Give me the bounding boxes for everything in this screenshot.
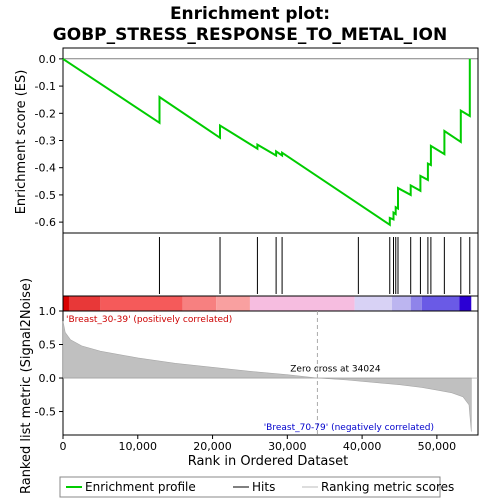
heatbar-segment [249,296,355,311]
hits-frame [62,232,479,297]
heatbar-segment [182,296,217,311]
x-tick-label: 30,000 [268,440,307,453]
metric-ytick-label: 0.0 [39,372,57,385]
es-ytick-label: -0.5 [35,189,56,202]
legend-label: Ranking metric scores [321,480,454,494]
es-curve [62,58,471,227]
rank-heatbar [62,295,479,312]
x-tick-label: 0 [60,440,67,453]
metric-y-axis-label: Ranked list metric (Signal2Noise) [19,278,34,494]
x-tick-label: 50,000 [418,440,457,453]
heatbar-segment [100,296,183,311]
chart-legend: Enrichment profile Hits Ranking metric sco… [59,476,454,498]
positive-label: 'Breast_30-39' (positively correlated) [66,315,232,325]
heatbar-segment [63,296,69,311]
x-tick-label: 40,000 [343,440,382,453]
es-ytick-label: 0.0 [39,53,57,66]
metric-panel: 1.0 0.5 0.0 -0.5 'Breast_30-39' (positively … [35,305,479,453]
heatbar-segment [392,296,411,311]
es-ytick-label: -0.2 [35,107,56,120]
heatbar-segment [216,296,250,311]
x-tick-label: 20,000 [193,440,232,453]
es-y-axis-label: Enrichment score (ES) [14,70,29,215]
es-panel: 0.0 -0.1 -0.2 -0.3 -0.4 -0.5 -0.6 [35,47,479,234]
legend-label: Hits [252,480,275,494]
heatbar-segment [410,296,422,311]
chart-title-line1: Enrichment plot: [170,4,330,24]
hits-panel [62,232,479,297]
negative-label: 'Breast_70-79' (negatively correlated) [264,423,434,433]
es-ytick-label: -0.3 [35,135,56,148]
zero-cross-label: Zero cross at 34024 [290,364,381,374]
es-ytick-label: -0.4 [35,162,56,175]
chart-title-line2: GOBP_STRESS_RESPONSE_TO_METAL_ION [53,25,447,45]
heatbar-segment [68,296,101,311]
x-tick-label: 10,000 [119,440,158,453]
metric-ytick-label: -0.5 [35,406,56,419]
heatbar-segment [354,296,393,311]
metric-ytick-label: 1.0 [39,305,57,318]
legend-label: Enrichment profile [85,480,196,494]
es-plot-frame [62,47,479,234]
heatbar-segment [459,296,472,311]
es-ytick-label: -0.1 [35,80,56,93]
metric-ytick-label: 0.5 [39,339,57,352]
es-ytick-label: -0.6 [35,216,56,229]
x-axis-label: Rank in Ordered Dataset [188,454,349,469]
heatbar-segment [421,296,460,311]
legend-frame [59,476,441,498]
